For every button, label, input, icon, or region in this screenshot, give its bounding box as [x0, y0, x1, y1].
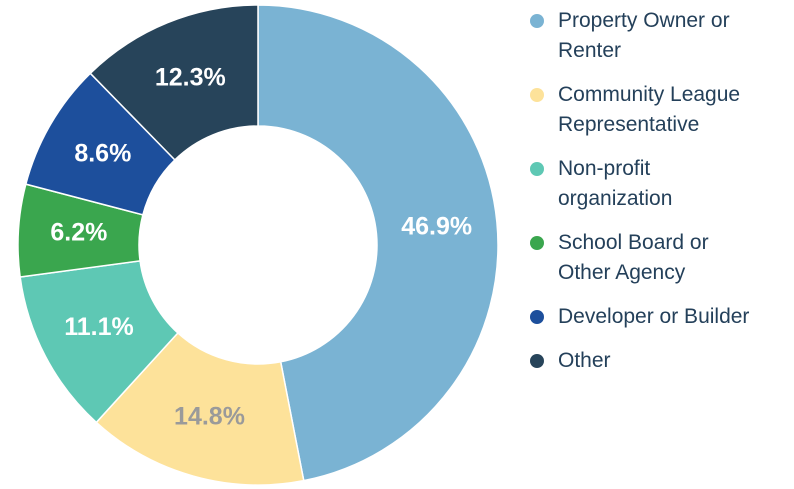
- data-label: 8.6%: [74, 139, 131, 167]
- legend-marker: [530, 88, 544, 102]
- data-label: 46.9%: [401, 212, 472, 240]
- legend-label: Property Owner or Renter: [558, 9, 730, 62]
- legend-marker: [530, 14, 544, 28]
- legend-marker: [530, 162, 544, 176]
- legend-label: School Board or Other Agency: [558, 231, 709, 284]
- donut-slice: [89, 4, 259, 161]
- legend-marker: [530, 236, 544, 250]
- legend-label: Community League Representative: [558, 83, 741, 136]
- data-label: 11.1%: [64, 313, 134, 341]
- legend-marker: [530, 354, 544, 368]
- legend-label: Other: [558, 349, 611, 372]
- data-label: 12.3%: [155, 63, 226, 91]
- legend-label: Non-profit organization: [558, 157, 673, 210]
- donut: 46.9% 14.8% 11.1% 6.2% 8.6% 12.3%: [17, 4, 499, 486]
- legend-item: Non-profit organization: [528, 154, 794, 214]
- legend-label: Developer or Builder: [558, 305, 750, 328]
- legend-item: School Board or Other Agency: [528, 228, 794, 288]
- donut-slice: [95, 331, 305, 486]
- legend-marker: [530, 310, 544, 324]
- data-label: 14.8%: [174, 402, 245, 430]
- legend-item: Other: [528, 346, 794, 376]
- legend-item: Community League Representative: [528, 80, 794, 140]
- donut-slice: [257, 4, 499, 482]
- data-label: 6.2%: [50, 219, 107, 247]
- legend: Property Owner or Renter Community League…: [528, 6, 794, 390]
- legend-item: Property Owner or Renter: [528, 6, 794, 66]
- legend-item: Developer or Builder: [528, 302, 794, 332]
